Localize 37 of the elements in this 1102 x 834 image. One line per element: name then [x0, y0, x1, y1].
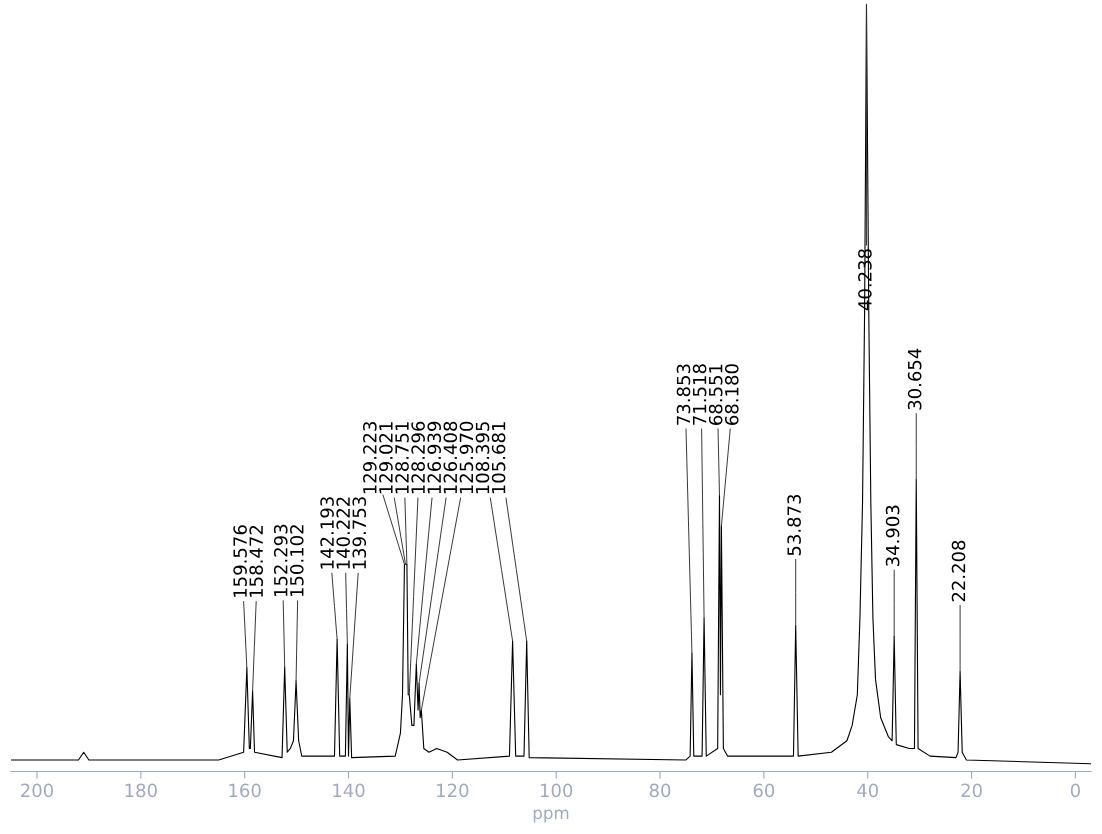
annotation: 108.395	[475, 422, 490, 494]
annotation: 129.021	[379, 422, 393, 494]
annotation: 159.576	[233, 525, 247, 597]
x-axis-title: ppm	[533, 809, 569, 823]
annotation: 105.681	[491, 422, 506, 494]
x-tick-label: 160	[229, 783, 261, 798]
annotation: 126.939	[427, 421, 442, 494]
annotation: 34.903	[885, 505, 900, 566]
x-tick-label: 20	[961, 783, 982, 798]
x-tick-label: 80	[649, 783, 671, 798]
x-tick-label: 100	[540, 783, 573, 798]
annotation: 140.222	[336, 497, 350, 569]
annotation: 128.751	[395, 422, 409, 494]
x-tick-label: 180	[125, 783, 157, 798]
annotation: 152.293	[273, 524, 288, 597]
annotation: 53.873	[787, 494, 801, 556]
annotation: 129.223	[363, 422, 377, 494]
x-tick-label: 0	[1070, 783, 1080, 798]
annotation: 128.296	[411, 421, 425, 494]
annotation: 125.970	[459, 421, 474, 494]
annotation: 68.551	[708, 364, 723, 425]
annotation: 40.238	[858, 249, 872, 311]
annotation: 73.853	[676, 364, 691, 425]
annotation: 142.193	[320, 497, 334, 569]
annotation: 30.654	[907, 348, 922, 410]
x-tick-label: 200	[21, 783, 54, 798]
x-tick-label: 40	[857, 783, 879, 798]
annotation: 68.180	[724, 364, 739, 425]
x-tick-label: 60	[753, 783, 775, 798]
annotation: 71.518	[692, 364, 707, 425]
annotation: 158.472	[249, 525, 264, 597]
annotation: 22.208	[951, 540, 966, 602]
annotation: 126.408	[443, 421, 458, 494]
x-tick-label: 140	[333, 783, 365, 798]
annotation: 139.753	[352, 497, 367, 569]
annotation: 150.102	[290, 525, 304, 597]
x-tick-label: 120	[437, 783, 469, 798]
